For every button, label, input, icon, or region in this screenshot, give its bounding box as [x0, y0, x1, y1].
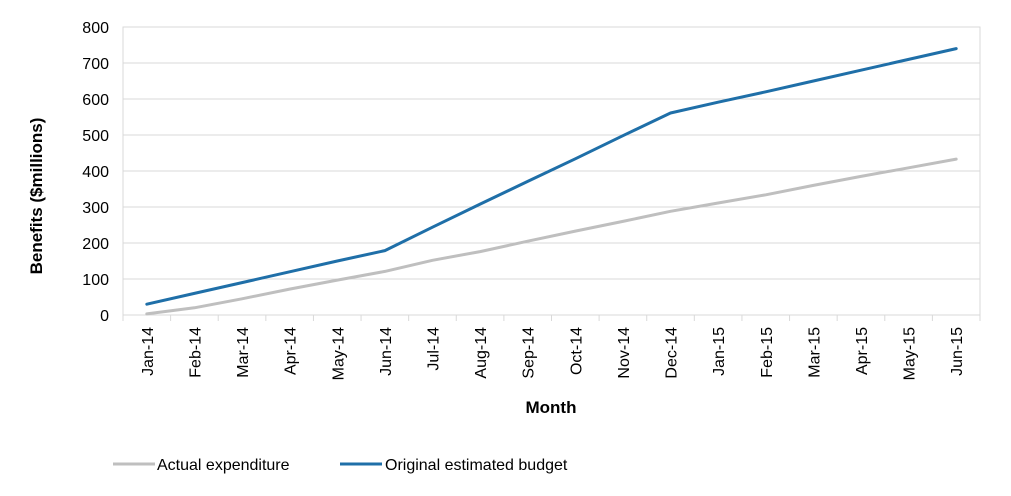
- legend-label-actual: Actual expenditure: [157, 457, 290, 474]
- x-axis-title: Month: [526, 398, 577, 417]
- x-tick-label: Mar-15: [806, 327, 823, 378]
- y-tick-label: 800: [82, 20, 109, 37]
- y-tick-label: 500: [82, 128, 109, 145]
- y-tick-label: 700: [82, 56, 109, 73]
- series-line-actual-expenditure: [145, 157, 958, 316]
- x-tick-label: Jun-15: [949, 327, 966, 376]
- y-tick-label: 200: [82, 236, 109, 253]
- x-tick-label: Apr-15: [854, 327, 871, 375]
- y-tick-label: 600: [82, 92, 109, 109]
- y-tick-label: 400: [82, 164, 109, 181]
- legend: Actual expenditure Original estimated bu…: [113, 457, 568, 474]
- x-tick-label: May-14: [330, 327, 347, 380]
- x-tick-label: Jan-15: [711, 327, 728, 376]
- x-tick-label: Oct-14: [568, 327, 585, 375]
- y-tick-label: 300: [82, 200, 109, 217]
- y-tick-label: 0: [100, 308, 109, 325]
- gridlines: [123, 26, 980, 280]
- x-tick-label: Mar-14: [235, 327, 252, 378]
- y-axis-title: Benefits ($millions): [27, 118, 46, 275]
- y-tick-label: 100: [82, 272, 109, 289]
- legend-label-budget: Original estimated budget: [385, 457, 568, 474]
- x-tick-label: Jul-14: [425, 327, 442, 371]
- x-tick-label: Jun-14: [378, 327, 395, 376]
- x-tick-label: Sep-14: [521, 327, 538, 379]
- y-axis-ticks: 0 100 200 300 400 500 600 700 800: [82, 20, 109, 325]
- x-tick-label: May-15: [902, 327, 919, 380]
- x-tick-label: Dec-14: [664, 327, 681, 379]
- series-layer: [145, 47, 958, 316]
- x-tick-label: Jan-14: [140, 327, 157, 376]
- x-tick-label: Apr-14: [283, 327, 300, 375]
- x-tick-label: Nov-14: [616, 327, 633, 379]
- x-tick-label: Feb-15: [759, 327, 776, 378]
- x-axis-ticks: Jan-14 Feb-14 Mar-14 Apr-14 May-14 Jun-14 Jul-…: [122, 315, 981, 380]
- series-line-original-estimated-budget: [145, 47, 958, 306]
- x-tick-label: Aug-14: [473, 327, 490, 379]
- x-tick-label: Feb-14: [187, 327, 204, 378]
